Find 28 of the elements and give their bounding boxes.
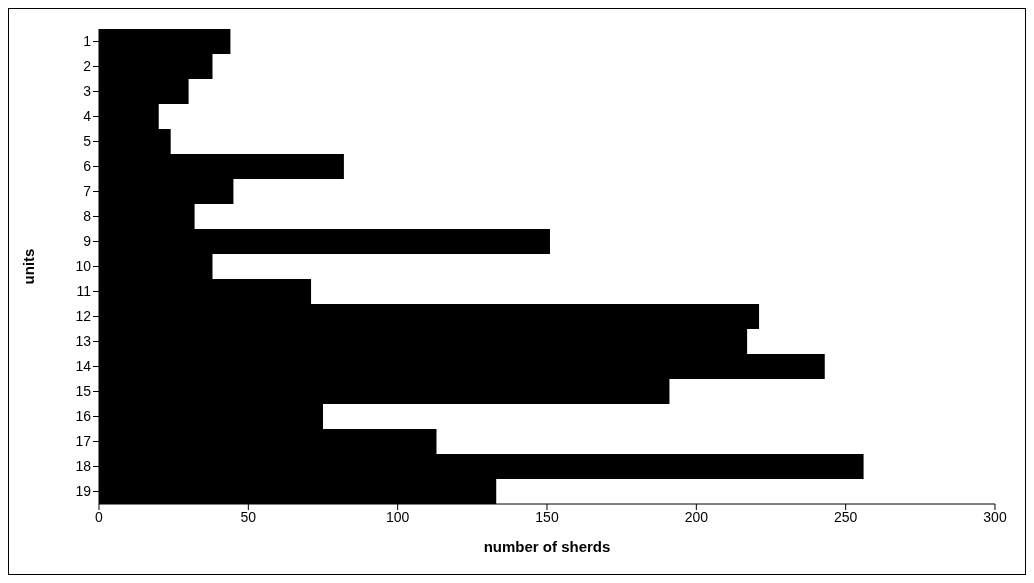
x-tick-label: 250 (833, 508, 858, 525)
x-tick-label: 150 (535, 508, 559, 525)
y-tick-label: 2 (83, 58, 92, 75)
x-tick-label: 300 (983, 508, 1007, 525)
y-tick-label: 1 (83, 33, 92, 50)
x-tick-label: 50 (240, 508, 257, 525)
y-tick-label: 7 (83, 183, 92, 200)
y-tick-label: 5 (83, 133, 92, 150)
x-tick-label: 200 (684, 508, 709, 525)
y-tick-label: 18 (75, 458, 92, 475)
x-tick-label: 0 (95, 508, 104, 525)
y-tick-label: 14 (75, 358, 92, 375)
y-tick-label: 10 (75, 258, 92, 275)
y-tick-label: 13 (75, 333, 92, 350)
y-axis-title: units (20, 248, 38, 285)
y-tick-label: 19 (75, 483, 92, 500)
y-tick-label: 16 (75, 408, 92, 425)
y-tick-label: 11 (76, 283, 92, 300)
y-tick-label: 9 (83, 233, 92, 250)
y-tick-label: 4 (83, 108, 92, 125)
x-axis-title: number of sherds (483, 538, 611, 555)
y-tick-label: 6 (83, 158, 92, 175)
y-tick-label: 17 (75, 433, 92, 450)
y-tick-label: 15 (75, 383, 92, 400)
y-tick-label: 3 (83, 83, 92, 100)
y-tick-label: 12 (75, 308, 92, 325)
x-tick-label: 100 (385, 508, 410, 525)
y-tick-label: 8 (83, 208, 92, 225)
